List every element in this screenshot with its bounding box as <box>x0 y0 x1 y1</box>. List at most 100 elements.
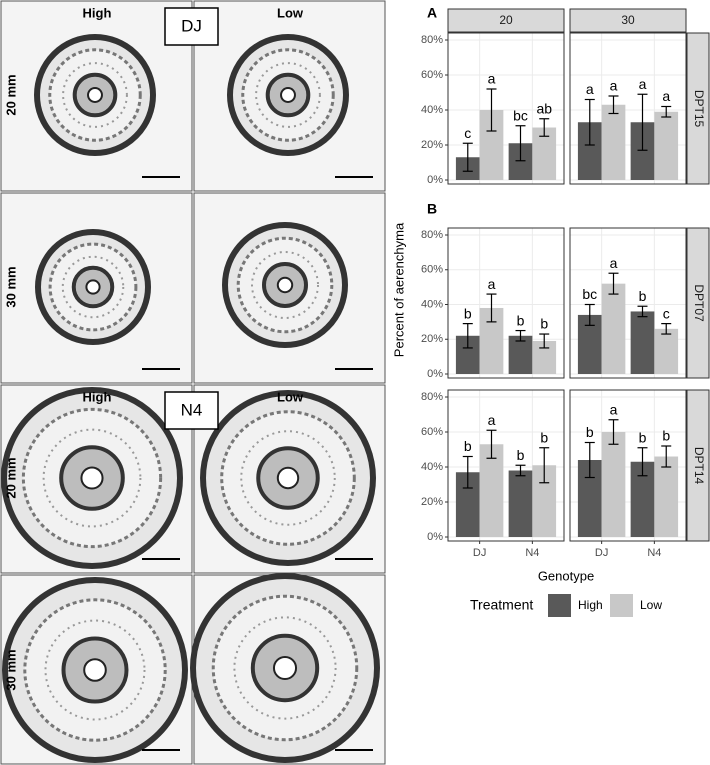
significance-letter: a <box>488 71 496 87</box>
significance-letter: a <box>639 76 647 92</box>
x-tick-label: DJ <box>595 547 608 559</box>
bar <box>508 470 533 537</box>
group-box <box>164 7 219 46</box>
group-label: N4 <box>181 400 203 419</box>
x-tick-label: N4 <box>525 547 539 559</box>
bar <box>479 444 504 537</box>
bar <box>601 283 626 374</box>
bar <box>654 328 679 374</box>
y-tick-label: 0% <box>427 368 443 380</box>
panel-border <box>569 389 687 542</box>
y-tick-label: 80% <box>421 34 443 46</box>
image-column-label: Low <box>277 5 304 20</box>
panel-border <box>569 227 687 379</box>
significance-letter: a <box>488 412 496 428</box>
row-strip <box>686 32 710 185</box>
significance-letter: b <box>540 316 548 332</box>
root-center <box>272 655 298 681</box>
panel-border <box>447 227 565 379</box>
row-strip <box>686 227 710 379</box>
root-ring <box>62 62 128 128</box>
significance-letter: a <box>662 88 670 104</box>
root-center <box>280 87 296 103</box>
bar <box>601 104 626 180</box>
panel-label: A <box>427 5 437 21</box>
row-strip <box>686 389 710 542</box>
bar <box>532 465 557 537</box>
bar <box>479 307 504 374</box>
bar <box>577 314 602 374</box>
bar <box>508 335 533 374</box>
y-tick-label: 80% <box>421 391 443 403</box>
root-ring <box>233 616 337 720</box>
bar <box>455 335 480 374</box>
y-tick-label: 40% <box>421 461 443 473</box>
significance-letter: c <box>464 125 471 141</box>
image-row-label: 20 mm <box>3 457 18 498</box>
root-ring <box>61 255 125 319</box>
y-axis-label: Percent of aerenchyma <box>391 222 406 357</box>
significance-letter: b <box>586 424 594 440</box>
panel-border <box>569 32 687 185</box>
y-tick-label: 40% <box>421 298 443 310</box>
root-center <box>276 276 294 294</box>
row-strip-label: DPT14 <box>692 447 706 485</box>
y-tick-label: 0% <box>427 531 443 543</box>
legend-swatch <box>548 594 571 617</box>
significance-letter: b <box>464 305 472 321</box>
column-strip-label: 30 <box>621 13 635 27</box>
root-ring <box>255 62 321 128</box>
bar <box>630 461 655 537</box>
y-tick-label: 0% <box>427 174 443 186</box>
bar <box>601 432 626 537</box>
significance-letter: b <box>662 428 670 444</box>
root-ring <box>240 430 336 526</box>
root-ring <box>42 428 142 528</box>
y-tick-label: 60% <box>421 69 443 81</box>
y-tick-label: 40% <box>421 104 443 116</box>
significance-letter: b <box>540 429 548 445</box>
x-axis-label: Genotype <box>538 568 594 583</box>
panel-label: B <box>427 201 437 217</box>
root-center <box>83 658 107 682</box>
bar <box>479 110 504 180</box>
bar <box>532 127 557 180</box>
panel-border <box>447 32 565 185</box>
image-row-label: 20 mm <box>3 74 18 115</box>
legend-label: High <box>578 598 603 612</box>
y-tick-label: 80% <box>421 229 443 241</box>
significance-letter: b <box>639 288 647 304</box>
significance-letter: bc <box>582 286 597 302</box>
x-tick-label: DJ <box>473 547 486 559</box>
image-row-label: 30 mm <box>3 266 18 307</box>
bar <box>577 122 602 180</box>
significance-letter: a <box>610 401 618 417</box>
legend-title: Treatment <box>470 597 533 613</box>
root-center <box>80 466 104 490</box>
column-strip <box>569 8 687 33</box>
image-column-label: Low <box>277 389 304 404</box>
y-tick-label: 20% <box>421 333 443 345</box>
significance-letter: a <box>610 78 618 94</box>
column-strip <box>447 8 565 33</box>
image-row-label: 30 mm <box>3 649 18 690</box>
significance-letter: b <box>517 447 525 463</box>
significance-letter: bc <box>513 107 528 123</box>
x-tick-label: N4 <box>647 547 661 559</box>
root-center <box>276 466 300 490</box>
bar <box>654 456 679 537</box>
bar <box>630 311 655 374</box>
y-tick-label: 60% <box>421 264 443 276</box>
root-center <box>85 279 101 295</box>
column-strip-label: 20 <box>499 13 513 27</box>
row-strip-label: DPT15 <box>692 90 706 128</box>
root-center <box>87 87 103 103</box>
bar <box>532 340 557 374</box>
significance-letter: a <box>586 81 594 97</box>
significance-letter: a <box>488 276 496 292</box>
bar <box>455 472 480 537</box>
significance-letter: c <box>663 305 670 321</box>
significance-letter: ab <box>536 100 552 116</box>
significance-letter: a <box>610 255 618 271</box>
